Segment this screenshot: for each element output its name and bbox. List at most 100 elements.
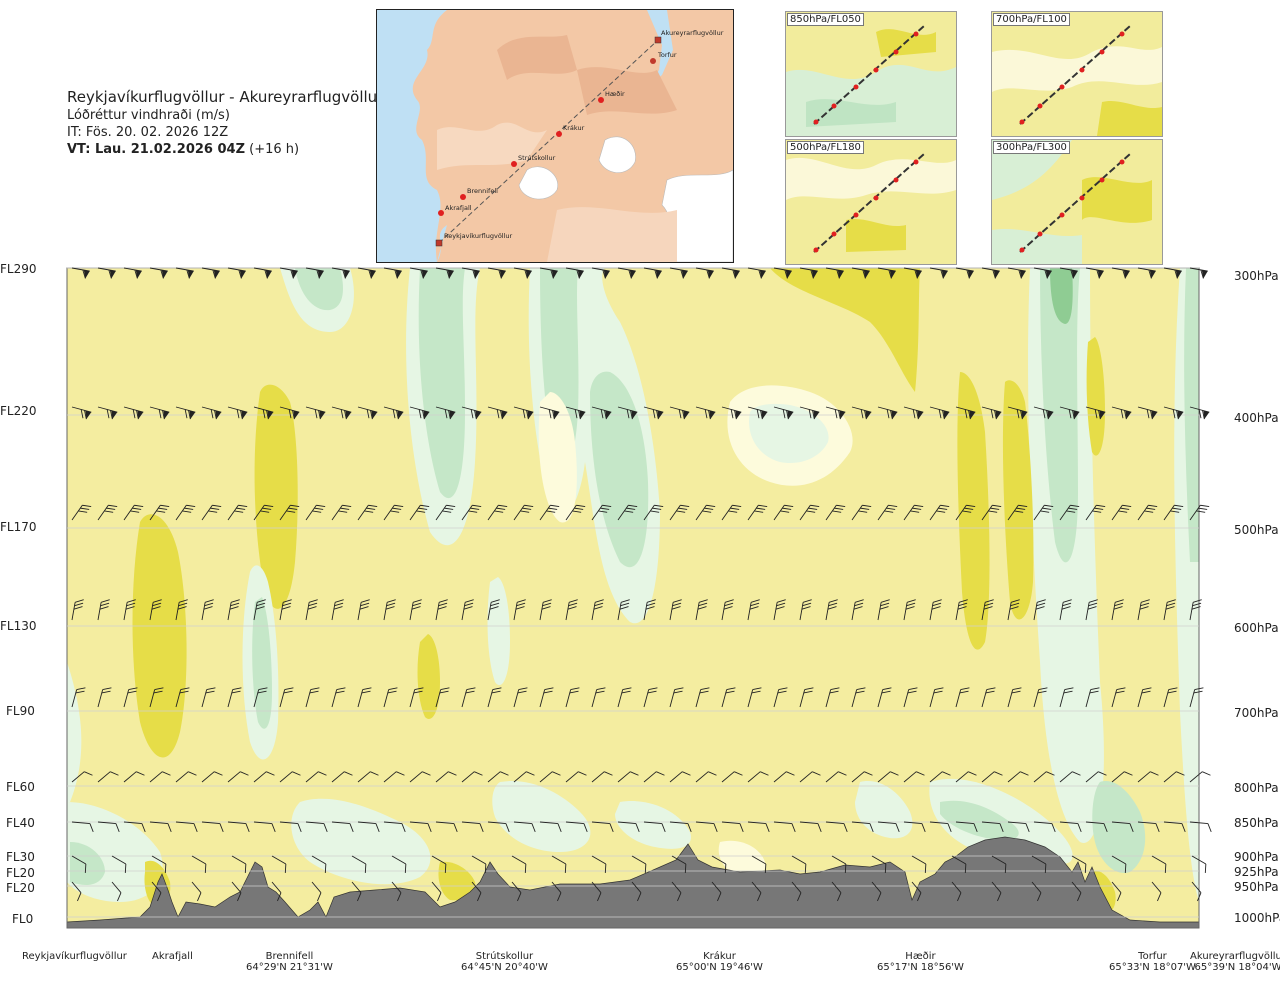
wind-barb	[1189, 821, 1212, 833]
wind-barb	[1191, 855, 1207, 873]
wind-barb	[461, 771, 483, 783]
wind-barb	[1137, 687, 1152, 708]
wind-barb	[669, 406, 690, 420]
wind-barb	[565, 406, 586, 420]
wind-barb	[201, 771, 223, 783]
wind-barb	[929, 687, 944, 708]
wind-barb	[1137, 267, 1156, 279]
wind-barb	[1007, 504, 1028, 521]
wind-barb	[231, 855, 247, 873]
wind-barb	[1007, 267, 1026, 279]
wind-barb	[511, 855, 527, 873]
wind-barb	[175, 821, 198, 833]
wind-barb	[669, 771, 691, 783]
wind-barb	[591, 504, 612, 521]
wind-barb	[643, 771, 665, 783]
wind-barb	[747, 406, 768, 420]
wind-barb	[201, 406, 222, 420]
wind-barb	[305, 771, 327, 783]
wind-barb	[747, 267, 766, 279]
route-map: Akureyrarflugvöllur Torfur Hæðir Krákur …	[376, 9, 734, 263]
wind-barb	[773, 771, 795, 783]
wind-barb	[981, 406, 1002, 420]
wind-barb	[271, 881, 282, 902]
wind-barb	[1059, 821, 1082, 833]
wind-barb	[851, 504, 872, 521]
wind-barb	[305, 821, 328, 833]
wind-barb	[149, 687, 164, 708]
fl-label: FL290	[0, 262, 37, 276]
wind-barb	[877, 406, 898, 420]
hpa-label: 925hPa	[1234, 865, 1279, 879]
wind-barb	[331, 821, 354, 833]
wind-barb	[175, 267, 194, 279]
wind-barb	[955, 821, 978, 833]
wind-barb	[799, 406, 820, 420]
wind-barb	[71, 406, 92, 420]
wind-barb	[721, 406, 742, 420]
wind-barb	[123, 821, 146, 833]
wind-barb	[565, 687, 580, 708]
wind-barb	[111, 881, 122, 902]
wind-barb	[227, 821, 250, 833]
wind-barbs	[71, 267, 1212, 902]
wind-barb	[175, 406, 196, 420]
wind-barb	[721, 504, 742, 521]
wind-barb	[71, 881, 82, 902]
hpa-label: 600hPa	[1234, 621, 1279, 635]
wind-barb	[825, 687, 840, 708]
location-label: Torfur 65°33'N 18°07'W	[1109, 951, 1196, 973]
wind-barb	[1137, 821, 1160, 833]
wind-barb	[279, 504, 300, 521]
wind-barb	[71, 504, 92, 521]
wind-barb	[1163, 504, 1184, 521]
wind-barb	[643, 406, 664, 420]
variable-label: Lóðréttur vindhraði (m/s)	[67, 108, 230, 123]
wind-barb	[331, 406, 352, 420]
wind-barb	[851, 687, 866, 708]
wind-barb	[461, 504, 482, 521]
wind-barb	[551, 855, 567, 873]
wind-barb	[1085, 406, 1106, 420]
wind-barb	[951, 881, 962, 902]
wind-barb	[565, 599, 578, 621]
location-label: Brennifell 64°29'N 21°31'W	[246, 951, 333, 973]
wind-barb	[551, 881, 562, 902]
wind-barb	[1137, 599, 1150, 621]
wind-barb	[435, 771, 457, 783]
wind-barb	[431, 881, 442, 902]
wind-barb	[669, 504, 690, 521]
fl-label: FL60	[6, 780, 35, 794]
wind-barb	[149, 504, 170, 521]
wind-barb	[149, 267, 168, 279]
wind-barb	[695, 599, 708, 621]
wind-barb	[253, 771, 275, 783]
wind-barb	[799, 599, 812, 621]
wind-barb	[383, 267, 402, 279]
wind-barb	[357, 821, 380, 833]
wind-barb	[435, 267, 454, 279]
route-title: Reykjavíkurflugvöllur - Akureyrarflugvöl…	[67, 88, 384, 106]
wind-barb	[487, 687, 502, 708]
wind-barb	[695, 504, 716, 521]
location-label: Akureyrarflugvöllur 65°39'N 18°04'W	[1190, 951, 1280, 973]
wind-barb	[631, 881, 642, 902]
wind-barb	[1189, 771, 1211, 783]
wind-barb	[955, 687, 970, 708]
location-label: Krákur 65°00'N 19°46'W	[676, 951, 763, 973]
wind-barb	[1085, 504, 1106, 521]
wind-barb	[643, 504, 664, 521]
wind-barb	[1111, 855, 1127, 873]
wind-barb	[201, 599, 214, 621]
wind-barb	[539, 406, 560, 420]
wind-barb	[791, 855, 807, 873]
hpa-label: 1000hPa	[1234, 911, 1280, 925]
wind-barb	[851, 821, 874, 833]
wind-barb	[1085, 599, 1098, 621]
fl-label: FL90	[6, 704, 35, 718]
wind-barb	[747, 687, 762, 708]
wind-barb	[227, 504, 248, 521]
wind-barb	[1111, 504, 1132, 521]
wind-barb	[253, 267, 272, 279]
wind-barb	[981, 771, 1003, 783]
